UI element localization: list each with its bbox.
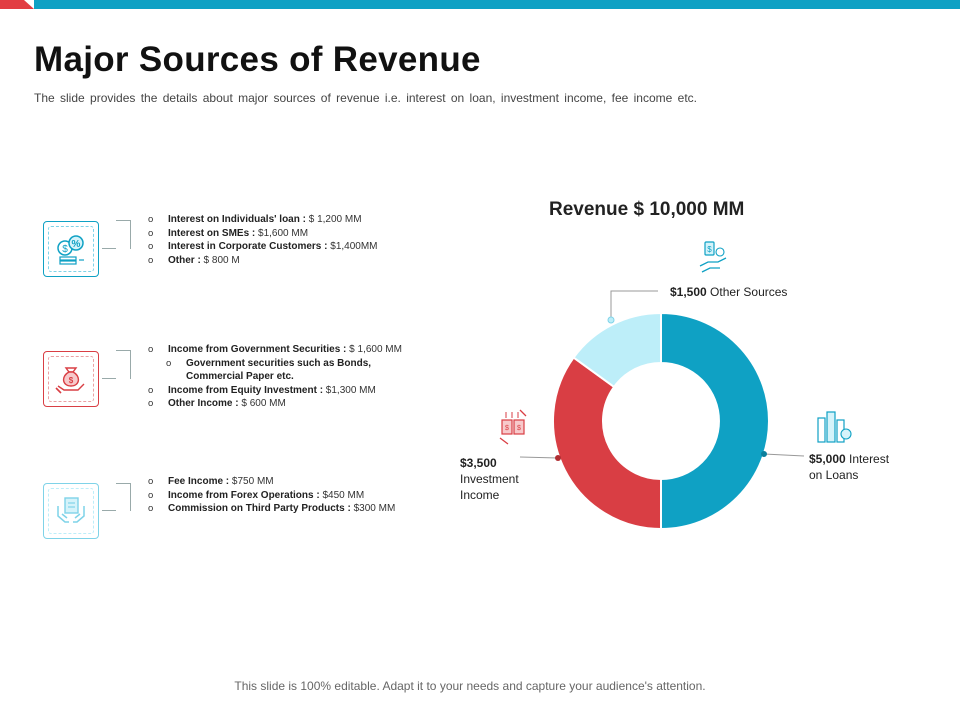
top-accent-red — [0, 0, 34, 9]
label-interest-loans-amount: $5,000 — [809, 452, 846, 466]
leader-dot-interest-loans — [761, 451, 767, 457]
investment-exchange-icon: $ $ — [499, 409, 527, 445]
label-other-sources: $1,500 Other Sources — [670, 284, 787, 300]
label-interest-loans: $5,000 Interest on Loans — [809, 451, 889, 483]
group-2-connector — [102, 378, 116, 379]
group-1-connector — [102, 248, 116, 249]
label-investment-income-line2: Income — [460, 488, 500, 502]
page-subtitle: The slide provides the details about maj… — [34, 91, 697, 105]
label-interest-loans-line2: on Loans — [809, 468, 859, 482]
svg-text:$: $ — [69, 376, 74, 385]
money-percent-icon: $ % — [57, 235, 84, 265]
svg-text:$: $ — [505, 425, 509, 432]
leader-dot-other-sources — [607, 316, 615, 324]
group-3-icon-box — [43, 483, 99, 539]
chart-title: Revenue $ 10,000 MM — [549, 199, 745, 220]
label-interest-loans-line1: Interest — [849, 452, 890, 466]
footer-note: This slide is 100% editable. Adapt it to… — [234, 679, 706, 693]
list-item: Income from Equity Investment : $1,300 M… — [148, 384, 402, 398]
leader-interest-loans — [763, 453, 805, 457]
group-3-bracket — [116, 483, 131, 511]
donut-slice-interest-on-loans — [660, 311, 770, 531]
buildings-icon — [817, 411, 852, 443]
list-item: Income from Government Securities : $ 1,… — [148, 343, 402, 357]
group-1-list: Interest on Individuals' loan : $ 1,200 … — [148, 213, 378, 267]
svg-text:$: $ — [62, 244, 68, 255]
top-accent-notch — [24, 0, 34, 9]
group-3-connector — [102, 510, 116, 511]
top-accent-bar — [0, 0, 960, 9]
list-item: Government securities such as Bonds, Com… — [148, 357, 396, 384]
label-investment-income-amount: $3,500 — [460, 456, 497, 470]
label-investment-income-line1: Investment — [460, 472, 519, 486]
list-item: Other Income : $ 600 MM — [148, 397, 402, 411]
svg-text:%: % — [72, 239, 81, 250]
list-item: Interest on Individuals' loan : $ 1,200 … — [148, 213, 378, 227]
group-1-bracket — [116, 220, 131, 249]
hand-money-icon: $ — [699, 241, 727, 273]
donut-slice-other-sources — [572, 311, 662, 389]
money-bag-hand-icon: $ — [55, 367, 85, 394]
group-3-list: Fee Income : $750 MM Income from Forex O… — [148, 475, 395, 516]
svg-text:$: $ — [517, 425, 521, 432]
list-item: Commission on Third Party Products : $30… — [148, 502, 395, 516]
leader-dot-investment-income — [555, 455, 561, 461]
leader-other-sources — [610, 290, 658, 320]
group-1-icon-box: $ % — [43, 221, 99, 277]
list-item: Other : $ 800 M — [148, 254, 378, 268]
page-title: Major Sources of Revenue — [34, 40, 481, 79]
list-item: Income from Forex Operations : $450 MM — [148, 489, 395, 503]
label-investment-income: $3,500 Investment Income — [460, 455, 519, 503]
document-hands-icon — [57, 497, 85, 523]
svg-text:$: $ — [707, 245, 712, 254]
list-item: Interest in Corporate Customers : $1,400… — [148, 240, 378, 254]
list-item: Fee Income : $750 MM — [148, 475, 395, 489]
group-2-bracket — [116, 350, 131, 379]
leader-investment-income — [519, 456, 559, 459]
label-other-sources-text: Other Sources — [710, 285, 788, 299]
label-other-sources-amount: $1,500 — [670, 285, 707, 299]
group-2-icon-box: $ — [43, 351, 99, 407]
group-2-list: Income from Government Securities : $ 1,… — [148, 343, 402, 411]
list-item: Interest on SMEs : $1,600 MM — [148, 227, 378, 241]
donut-slice-investment-income — [552, 356, 662, 531]
